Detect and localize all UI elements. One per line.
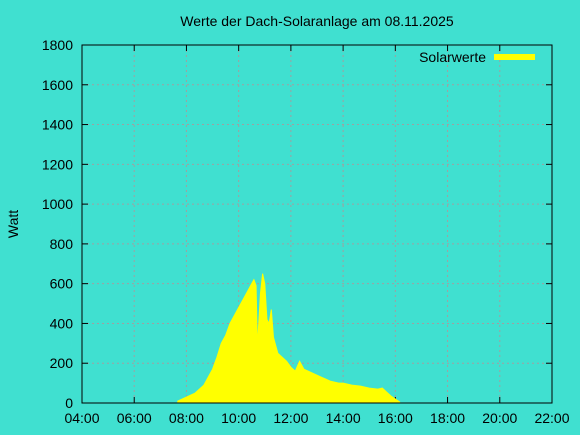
chart-title: Werte der Dach-Solaranlage am 08.11.2025: [180, 13, 454, 29]
x-tick-label: 20:00: [482, 410, 517, 426]
y-axis-label: Watt: [5, 210, 21, 238]
y-tick-label: 1200: [42, 156, 73, 172]
y-tick-label: 1800: [42, 37, 73, 53]
legend-label: Solarwerte: [419, 49, 486, 65]
y-tick-label: 600: [50, 276, 74, 292]
y-tick-label: 800: [50, 236, 74, 252]
x-tick-label: 18:00: [430, 410, 465, 426]
x-tick-label: 04:00: [64, 410, 99, 426]
y-tick-label: 1000: [42, 196, 73, 212]
y-tick-label: 0: [65, 395, 73, 411]
y-tick-label: 1600: [42, 77, 73, 93]
x-tick-label: 10:00: [221, 410, 256, 426]
x-tick-label: 06:00: [117, 410, 152, 426]
x-tick-label: 14:00: [326, 410, 361, 426]
x-tick-label: 12:00: [273, 410, 308, 426]
plot-frame: [81, 44, 553, 404]
area: [177, 273, 401, 404]
x-tick-label: 08:00: [169, 410, 204, 426]
y-tick-label: 400: [50, 315, 74, 331]
legend-swatch: [494, 54, 535, 60]
x-tick-label: 16:00: [378, 410, 413, 426]
y-tick-label: 200: [50, 355, 74, 371]
x-tick-label: 22:00: [534, 410, 569, 426]
y-tick-label: 1400: [42, 117, 73, 133]
